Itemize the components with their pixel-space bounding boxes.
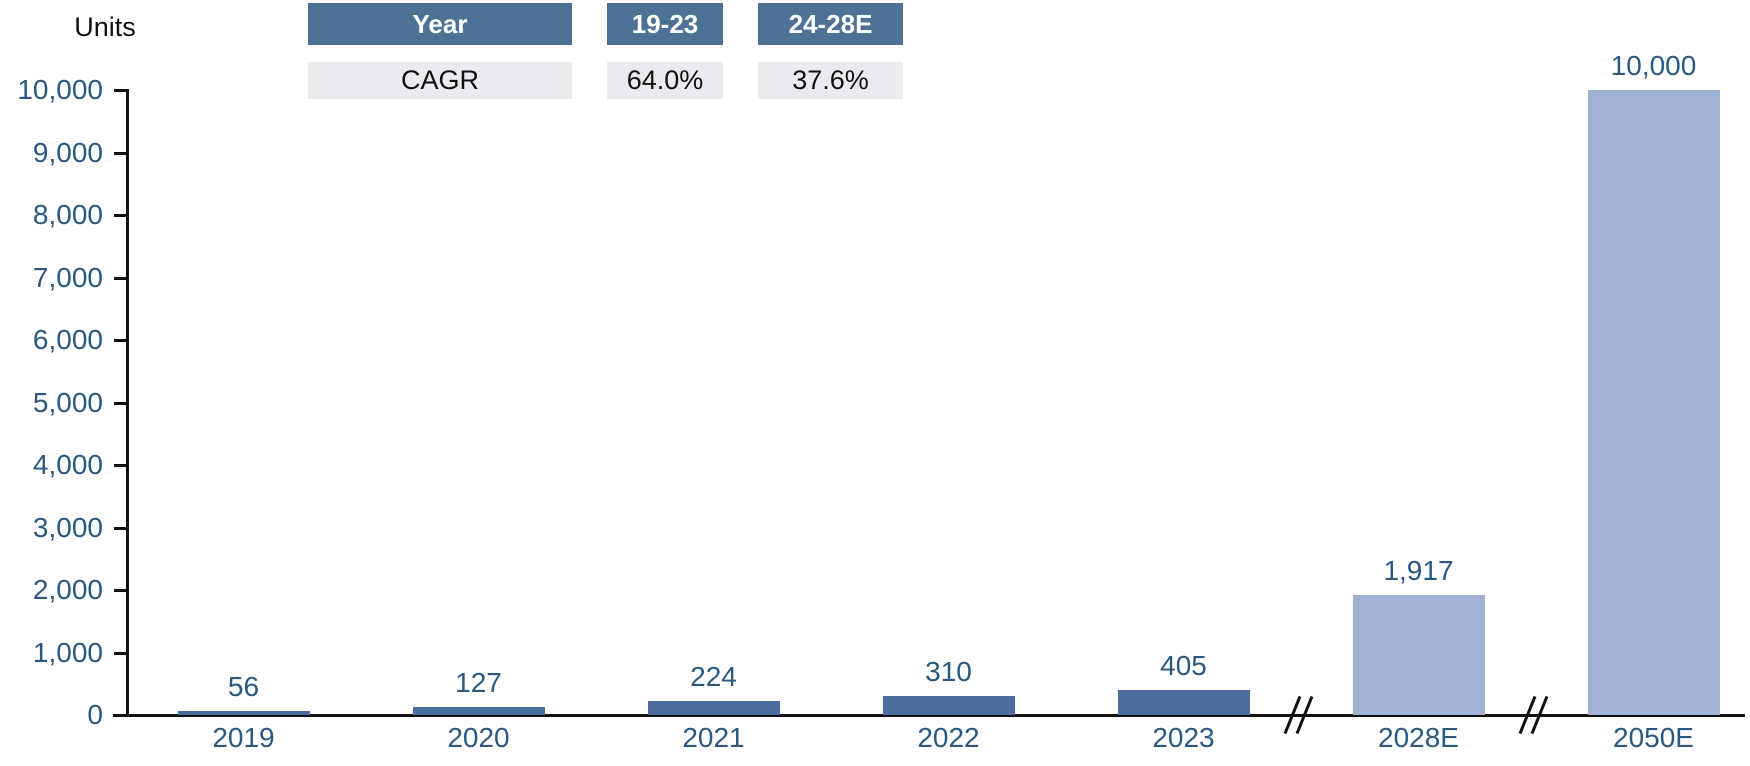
y-tick: [114, 589, 127, 592]
bar-value-label: 1,917: [1383, 555, 1454, 586]
y-tick: [114, 214, 127, 217]
y-tick-label: 1,000: [32, 636, 103, 668]
bar-column-2028e: 1,917 2028E: [1301, 0, 1536, 766]
bar-value-label: 127: [455, 667, 502, 698]
axis-break-mark: [1518, 695, 1549, 735]
bar-value-label: 310: [925, 656, 972, 687]
y-tick-label: 5,000: [32, 386, 103, 418]
bar-2028e: [1352, 595, 1485, 715]
table-cell-cagr-24-28e: 37.6%: [758, 62, 903, 99]
bar-column-2020: 127 2020: [361, 0, 596, 766]
table-header-19-23: 19-23: [607, 3, 723, 45]
y-tick: [114, 89, 127, 92]
table-header-year: Year: [308, 3, 572, 45]
y-tick-label: 9,000: [32, 136, 103, 168]
plot-area: 56 2019 127 2020 224 2021 310 2022 405 2023 1,917 2…: [126, 0, 1750, 766]
x-axis-label-2028e: 2028E: [1378, 722, 1459, 753]
x-axis-label-2021: 2021: [682, 722, 745, 753]
bar-2023: [1117, 690, 1250, 715]
y-tick: [114, 401, 127, 405]
bar-value-label: 224: [690, 661, 737, 692]
bar-2019: [177, 711, 310, 715]
y-tick-label: 8,000: [32, 199, 103, 230]
bar-column-2050e: 10,000 2050E: [1536, 0, 1750, 766]
cagr-table-data-row: CAGR 64.0% 37.6%: [308, 62, 903, 99]
y-tick-label: 4,000: [32, 449, 103, 480]
y-tick: [114, 526, 127, 530]
y-tick-label: 7,000: [32, 261, 103, 293]
y-tick-label: 3,000: [32, 511, 103, 543]
bar-column-2022: 310 2022: [831, 0, 1066, 766]
y-tick: [114, 151, 127, 155]
bar-value-label: 405: [1160, 650, 1207, 681]
x-axis-label-2023: 2023: [1152, 722, 1215, 753]
y-tick-label: 0: [87, 699, 103, 730]
cagr-table-header-row: Year 19-23 24-28E: [308, 3, 903, 45]
y-tick-label: 2,000: [32, 574, 103, 605]
table-header-24-28e: 24-28E: [758, 3, 903, 45]
table-cell-cagr-label: CAGR: [308, 62, 572, 99]
bar-column-2023: 405 2023: [1066, 0, 1301, 766]
y-tick: [114, 276, 127, 280]
bar-2021: [647, 701, 780, 715]
table-cell-cagr-19-23: 64.0%: [607, 62, 723, 99]
x-axis-label-2050e: 2050E: [1613, 722, 1694, 753]
y-axis-units-label: Units: [74, 12, 136, 42]
bar-2020: [412, 707, 545, 715]
bar-2050e: [1587, 90, 1720, 715]
bar-column-2019: 56 2019: [126, 0, 361, 766]
y-tick: [114, 464, 127, 467]
y-tick-label: 6,000: [32, 324, 103, 355]
y-tick: [114, 651, 127, 655]
bar-column-2021: 224 2021: [596, 0, 831, 766]
bar-value-label: 10,000: [1610, 50, 1697, 81]
bar-2022: [882, 696, 1015, 715]
cagr-table: Year 19-23 24-28E CAGR 64.0% 37.6%: [308, 3, 903, 99]
axis-break-mark: [1283, 695, 1314, 735]
y-tick: [114, 714, 127, 717]
x-axis-label-2020: 2020: [447, 722, 510, 753]
y-tick: [114, 339, 127, 342]
y-tick-label: 10,000: [17, 74, 103, 105]
x-axis-label-2022: 2022: [917, 722, 980, 753]
bar-value-label: 56: [227, 671, 260, 702]
x-axis-label-2019: 2019: [212, 722, 275, 753]
y-axis-line: [126, 89, 129, 717]
x-axis-line: [113, 714, 1745, 717]
